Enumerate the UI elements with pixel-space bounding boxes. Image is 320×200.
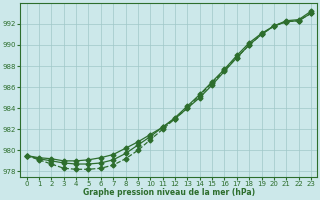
X-axis label: Graphe pression niveau de la mer (hPa): Graphe pression niveau de la mer (hPa) [83,188,255,197]
